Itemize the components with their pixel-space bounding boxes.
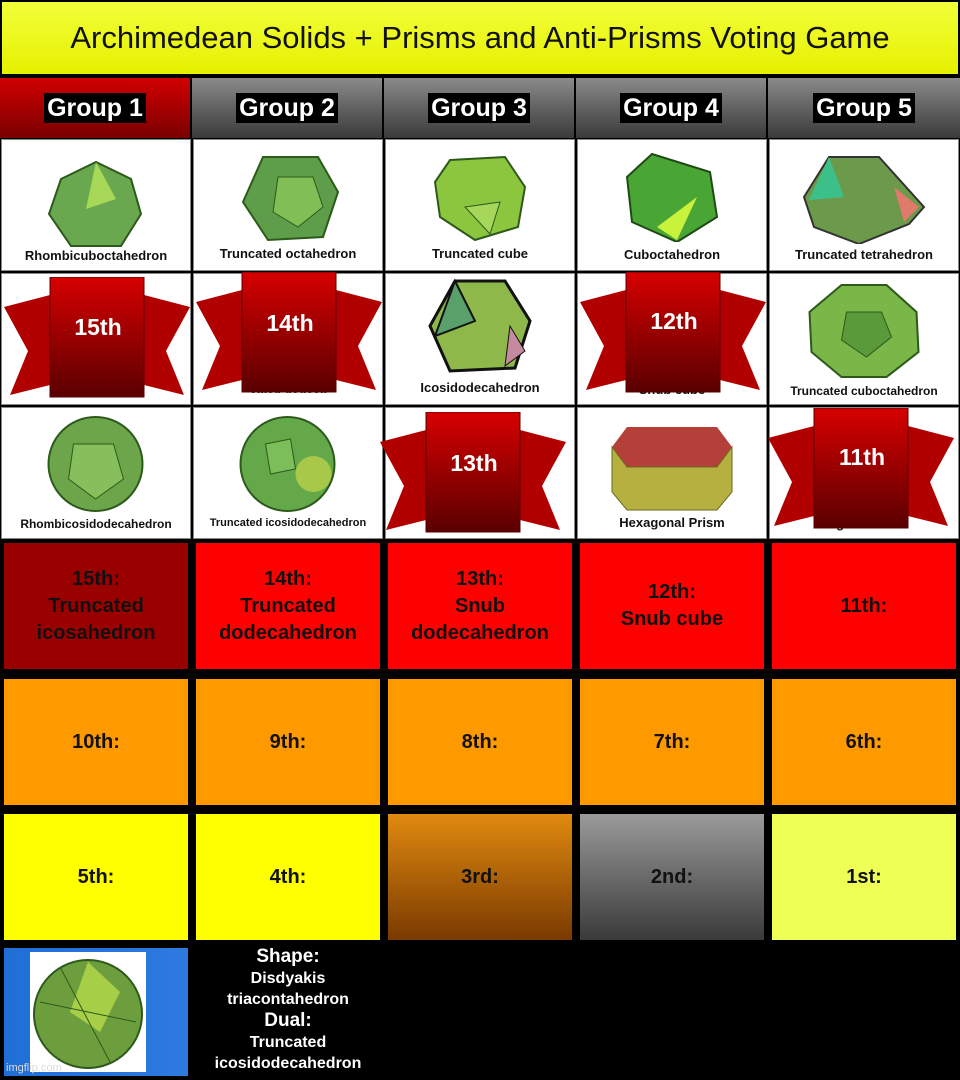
truncated-cuboctahedron-icon bbox=[808, 284, 920, 378]
ribbon-text: 15th bbox=[74, 314, 122, 340]
rank-slot-13th[interactable]: 13th: Snub dodecahedron bbox=[388, 543, 572, 669]
cuboctahedron-icon bbox=[625, 152, 719, 242]
shape-label: Truncated octahedron bbox=[219, 246, 357, 261]
shape-label: Truncated cuboctahedron bbox=[790, 384, 938, 398]
shape-label: Icosidodecahedron bbox=[420, 380, 540, 395]
watermark: imgflip.com bbox=[6, 1062, 62, 1074]
shape-cell[interactable]: Truncated cuboctahedron bbox=[769, 273, 959, 405]
rank-slot-15th[interactable]: 15th: Truncated icosahedron bbox=[4, 543, 188, 669]
hexagonal-prism-icon bbox=[611, 427, 733, 511]
group-4-header: Group 4 bbox=[576, 78, 768, 138]
ribbon-text: 11th bbox=[838, 444, 886, 470]
truncated-cube-icon bbox=[433, 155, 527, 242]
group-label: Group 5 bbox=[813, 93, 915, 123]
rank-slot-6th[interactable]: 6th: bbox=[772, 679, 956, 805]
group-label: Group 1 bbox=[44, 93, 146, 123]
rank-ribbon-14th bbox=[196, 272, 382, 393]
rank-slot-5th[interactable]: 5th: bbox=[4, 814, 188, 940]
group-label: Group 3 bbox=[428, 93, 530, 123]
rhombicuboctahedron-icon bbox=[47, 160, 143, 247]
group-label: Group 2 bbox=[236, 93, 338, 123]
truncated-icosidodecahedron-icon bbox=[239, 416, 336, 512]
shape-label: Rhombicuboctahedron bbox=[24, 248, 168, 263]
shape-label: Truncated tetrahedron bbox=[795, 247, 933, 262]
shape-cell[interactable]: Truncated octahedron bbox=[193, 139, 383, 271]
rank-ribbon-11th bbox=[768, 408, 954, 529]
rank-slot-4th[interactable]: 4th: bbox=[196, 814, 380, 940]
shape-info-panel: Shape: Disdyakis triacontahedron Dual: T… bbox=[195, 946, 381, 1080]
game-title: Archimedean Solids + Prisms and Anti-Pri… bbox=[0, 0, 960, 76]
shape-cell[interactable]: Truncated cube bbox=[385, 139, 575, 271]
shape-label: Cuboctahedron bbox=[623, 247, 721, 262]
shape-label: Truncated icosidodecahedron bbox=[209, 517, 367, 529]
rank-ribbon-15th bbox=[4, 277, 190, 398]
ribbon-text: 14th bbox=[266, 310, 314, 336]
shape-value: Disdyakis triacontahedron bbox=[227, 970, 349, 1008]
rank-slot-7th[interactable]: 7th: bbox=[580, 679, 764, 805]
rank-slot-8th[interactable]: 8th: bbox=[388, 679, 572, 805]
shape-label: Hexagonal Prism bbox=[619, 515, 725, 530]
rhombicosidodecahedron-icon bbox=[47, 416, 144, 512]
group-5-header: Group 5 bbox=[768, 78, 960, 138]
shape-cell[interactable]: Rhombicuboctahedron bbox=[1, 139, 191, 271]
icosidodecahedron-icon bbox=[428, 278, 532, 373]
rank-slot-1st[interactable]: 1st: bbox=[772, 814, 956, 940]
ribbon-text: 13th bbox=[450, 450, 498, 476]
title-text: Archimedean Solids + Prisms and Anti-Pri… bbox=[70, 20, 890, 55]
shape-cell[interactable]: Cuboctahedron bbox=[577, 139, 767, 271]
group-3-header: Group 3 bbox=[384, 78, 576, 138]
rank-ribbon-13th bbox=[380, 412, 566, 533]
shape-cell[interactable]: Truncated icosidodecahedron bbox=[193, 407, 383, 539]
shape-label: Truncated cube bbox=[431, 246, 529, 261]
shape-heading: Shape: bbox=[256, 946, 320, 967]
shape-label: Rhombicosidodecahedron bbox=[20, 517, 172, 531]
rank-slot-3rd[interactable]: 3rd: bbox=[388, 814, 572, 940]
rank-slot-11th[interactable]: 11th: bbox=[772, 543, 956, 669]
shape-cell[interactable]: Icosidodecahedron bbox=[385, 273, 575, 405]
rank-slot-2nd[interactable]: 2nd: bbox=[580, 814, 764, 940]
rank-slot-12th[interactable]: 12th: Snub cube bbox=[580, 543, 764, 669]
group-1-header: Group 1 bbox=[0, 78, 192, 138]
dual-value: Truncated icosidodecahedron bbox=[214, 1034, 362, 1072]
shape-cell[interactable]: Rhombicosidodecahedron bbox=[1, 407, 191, 539]
rank-slot-14th[interactable]: 14th: Truncated dodecahedron bbox=[196, 543, 380, 669]
rank-slot-9th[interactable]: 9th: bbox=[196, 679, 380, 805]
group-2-header: Group 2 bbox=[192, 78, 384, 138]
dual-heading: Dual: bbox=[264, 1010, 312, 1031]
shape-cell[interactable]: Hexagonal Prism bbox=[577, 407, 767, 539]
ribbon-text: 12th bbox=[650, 308, 698, 334]
current-shape-image bbox=[4, 948, 188, 1076]
truncated-octahedron-icon bbox=[241, 156, 340, 242]
group-label: Group 4 bbox=[620, 93, 722, 123]
truncated-tetrahedron-icon bbox=[802, 156, 926, 244]
rank-ribbon-12th bbox=[580, 272, 766, 393]
shape-cell[interactable]: Truncated tetrahedron bbox=[769, 139, 959, 271]
disdyakis-triacontahedron-icon bbox=[33, 959, 143, 1069]
rank-slot-10th[interactable]: 10th: bbox=[4, 679, 188, 805]
